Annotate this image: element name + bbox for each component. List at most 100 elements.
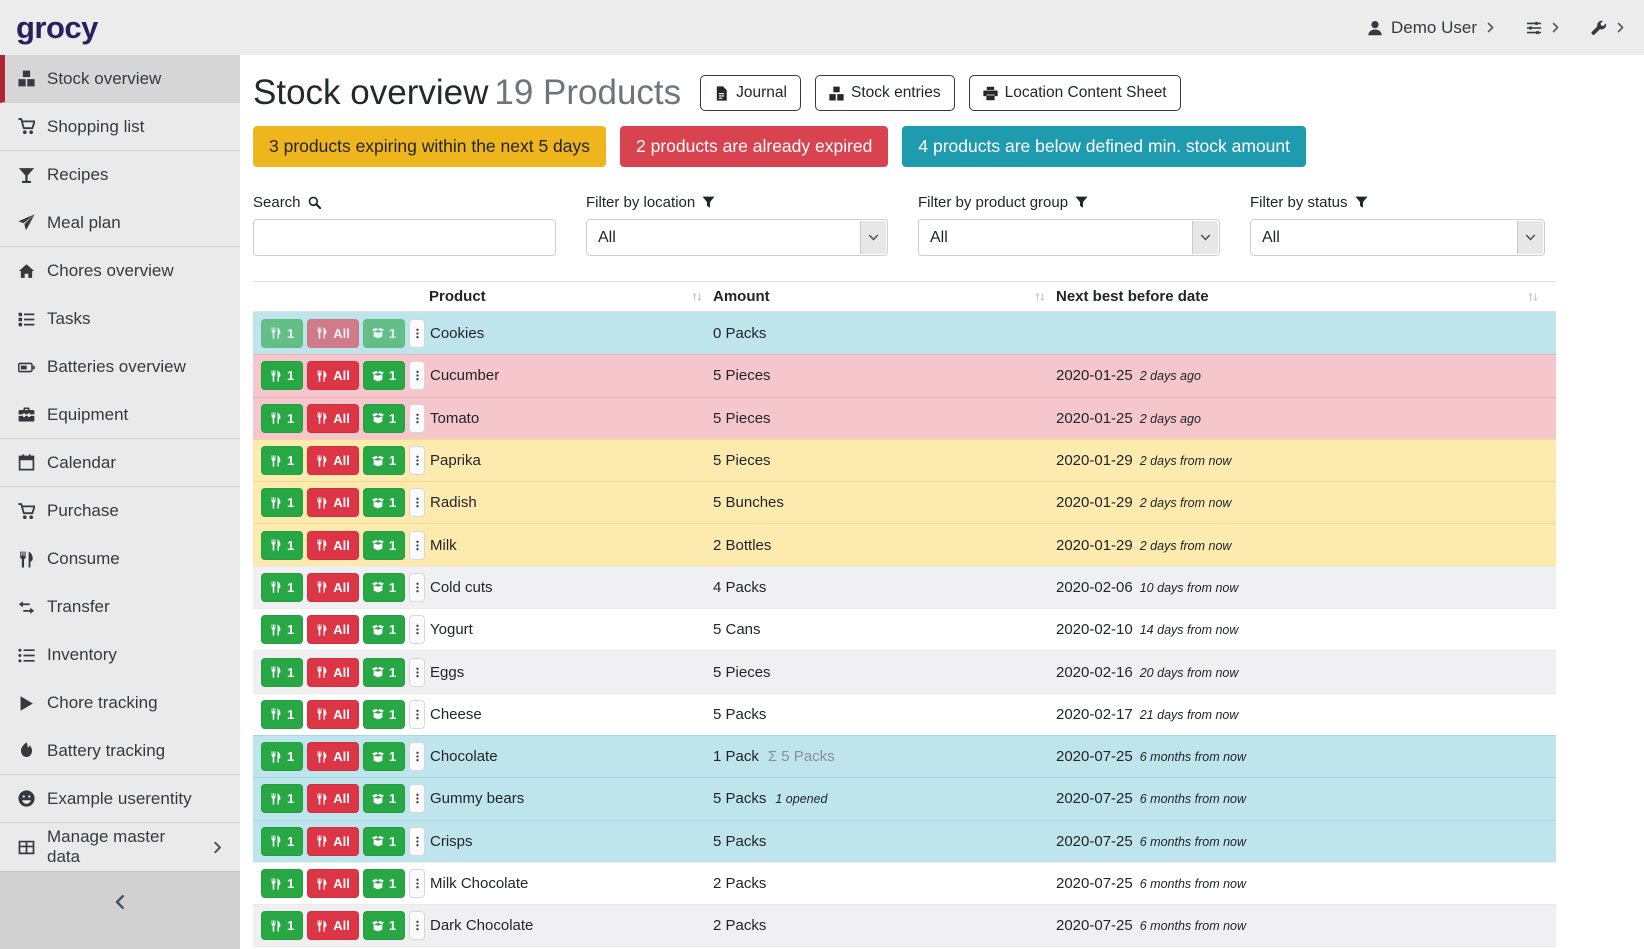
consume-one-button[interactable]: 1 xyxy=(261,361,304,391)
sidebar-item-inventory[interactable]: Inventory xyxy=(0,631,240,679)
open-one-button[interactable]: 1 xyxy=(362,742,406,772)
consume-one-button[interactable]: 1 xyxy=(261,869,304,898)
open-one-button[interactable]: 1 xyxy=(362,318,406,348)
open-one-button[interactable]: 1 xyxy=(362,657,406,687)
sidebar-item-battery-tracking[interactable]: Battery tracking xyxy=(0,727,240,775)
sidebar-item-consume[interactable]: Consume xyxy=(0,535,240,583)
consume-all-button[interactable]: All xyxy=(307,699,359,729)
best-before-date: 2020-01-29 xyxy=(1056,452,1133,470)
open-one-button[interactable]: 1 xyxy=(362,911,406,941)
alert-banner[interactable]: 4 products are below defined min. stock … xyxy=(902,126,1306,167)
open-one-button[interactable]: 1 xyxy=(362,403,406,433)
sidebar-item-stock-overview[interactable]: Stock overview xyxy=(0,55,240,103)
consume-one-button[interactable]: 1 xyxy=(261,911,304,941)
admin-menu[interactable] xyxy=(1591,20,1626,36)
status-filter[interactable]: All xyxy=(1250,219,1545,256)
utensils-icon xyxy=(270,327,282,339)
consume-one-button[interactable]: 1 xyxy=(261,615,304,645)
consume-one-button[interactable]: 1 xyxy=(261,572,304,602)
amount-column-header[interactable]: Amount xyxy=(713,288,1056,305)
best-before-column-header[interactable]: Next best before date xyxy=(1056,288,1556,305)
consume-all-button[interactable]: All xyxy=(307,911,359,941)
row-menu-button[interactable] xyxy=(409,826,426,856)
row-menu-button[interactable] xyxy=(409,572,426,602)
alert-banner[interactable]: 2 products are already expired xyxy=(620,126,889,167)
sidebar-item-chores-overview[interactable]: Chores overview xyxy=(0,247,240,295)
open-one-button[interactable]: 1 xyxy=(362,826,406,856)
open-one-button[interactable]: 1 xyxy=(362,446,406,476)
sidebar-item-batteries-overview[interactable]: Batteries overview xyxy=(0,343,240,391)
row-menu-button[interactable] xyxy=(409,699,426,729)
sidebar-item-recipes[interactable]: Recipes xyxy=(0,151,240,199)
consume-one-button[interactable]: 1 xyxy=(261,488,304,518)
row-menu-button[interactable] xyxy=(409,403,426,433)
open-one-button[interactable]: 1 xyxy=(362,572,406,602)
product-group-filter[interactable]: All xyxy=(918,219,1220,256)
user-menu[interactable]: Demo User xyxy=(1367,18,1496,38)
consume-one-button[interactable]: 1 xyxy=(261,403,304,433)
open-one-button[interactable]: 1 xyxy=(362,488,406,518)
sidebar-item-purchase[interactable]: Purchase xyxy=(0,487,240,535)
consume-one-button[interactable]: 1 xyxy=(261,530,304,560)
consume-one-button[interactable]: 1 xyxy=(261,446,304,476)
journal-button[interactable]: Journal xyxy=(700,75,801,111)
consume-all-button[interactable]: All xyxy=(307,826,359,856)
row-menu-button[interactable] xyxy=(409,911,426,941)
consume-all-button[interactable]: All xyxy=(307,572,359,602)
consume-all-button[interactable]: All xyxy=(307,446,359,476)
location-filter[interactable]: All xyxy=(586,219,888,256)
consume-all-button[interactable]: All xyxy=(307,657,359,687)
sidebar-item-calendar[interactable]: Calendar xyxy=(0,439,240,487)
consume-one-button[interactable]: 1 xyxy=(261,826,304,856)
alert-banner[interactable]: 3 products expiring within the next 5 da… xyxy=(253,126,607,167)
row-menu-button[interactable] xyxy=(409,657,426,687)
app-logo[interactable]: grocy xyxy=(16,9,98,45)
sidebar-item-tasks[interactable]: Tasks xyxy=(0,295,240,343)
consume-all-button[interactable]: All xyxy=(307,742,359,772)
open-one-button[interactable]: 1 xyxy=(362,784,406,814)
open-one-button[interactable]: 1 xyxy=(362,615,406,645)
consume-all-button[interactable]: All xyxy=(307,361,359,391)
consume-all-button[interactable]: All xyxy=(307,403,359,433)
row-menu-button[interactable] xyxy=(409,530,426,560)
consume-one-button[interactable]: 1 xyxy=(261,318,304,348)
open-one-button[interactable]: 1 xyxy=(362,361,406,391)
table-row: 1 All 1 Paprika 5 Pieces 2020-01-29 2 d xyxy=(253,438,1556,482)
consume-one-button[interactable]: 1 xyxy=(261,699,304,729)
consume-all-button[interactable]: All xyxy=(307,869,359,898)
sidebar-item-shopping-list[interactable]: Shopping list xyxy=(0,103,240,151)
sidebar-item-transfer[interactable]: Transfer xyxy=(0,583,240,631)
search-input[interactable] xyxy=(253,219,556,256)
row-menu-button[interactable] xyxy=(409,488,426,518)
location-content-sheet-button[interactable]: Location Content Sheet xyxy=(968,75,1181,111)
consume-all-button[interactable]: All xyxy=(307,530,359,560)
stock-entries-button[interactable]: Stock entries xyxy=(815,75,955,111)
sidebar-item-chore-tracking[interactable]: Chore tracking xyxy=(0,679,240,727)
row-menu-button[interactable] xyxy=(409,446,426,476)
row-menu-button[interactable] xyxy=(409,742,426,772)
consume-all-button[interactable]: All xyxy=(307,488,359,518)
row-menu-button[interactable] xyxy=(409,869,426,898)
consume-all-button[interactable]: All xyxy=(307,318,359,348)
row-menu-button[interactable] xyxy=(409,615,426,645)
consume-all-button[interactable]: All xyxy=(307,784,359,814)
open-one-button[interactable]: 1 xyxy=(362,699,406,729)
open-one-button[interactable]: 1 xyxy=(362,869,406,898)
sidebar-item-example-userentity[interactable]: Example userentity xyxy=(0,775,240,823)
open-one-button[interactable]: 1 xyxy=(362,530,406,560)
row-menu-button[interactable] xyxy=(409,361,426,391)
header-button-label: Location Content Sheet xyxy=(1004,84,1167,101)
sidebar-item-label: Recipes xyxy=(47,165,109,184)
row-menu-button[interactable] xyxy=(409,318,426,348)
consume-one-button[interactable]: 1 xyxy=(261,784,304,814)
sidebar-item-manage-master-data[interactable]: Manage master data xyxy=(0,823,240,871)
sidebar-item-meal-plan[interactable]: Meal plan xyxy=(0,199,240,247)
sidebar-collapse-button[interactable] xyxy=(0,871,240,949)
product-column-header[interactable]: Product xyxy=(429,288,713,305)
consume-one-button[interactable]: 1 xyxy=(261,742,304,772)
consume-one-button[interactable]: 1 xyxy=(261,657,304,687)
settings-menu[interactable] xyxy=(1526,20,1561,36)
sidebar-item-equipment[interactable]: Equipment xyxy=(0,391,240,439)
consume-all-button[interactable]: All xyxy=(307,615,359,645)
row-menu-button[interactable] xyxy=(409,784,426,814)
